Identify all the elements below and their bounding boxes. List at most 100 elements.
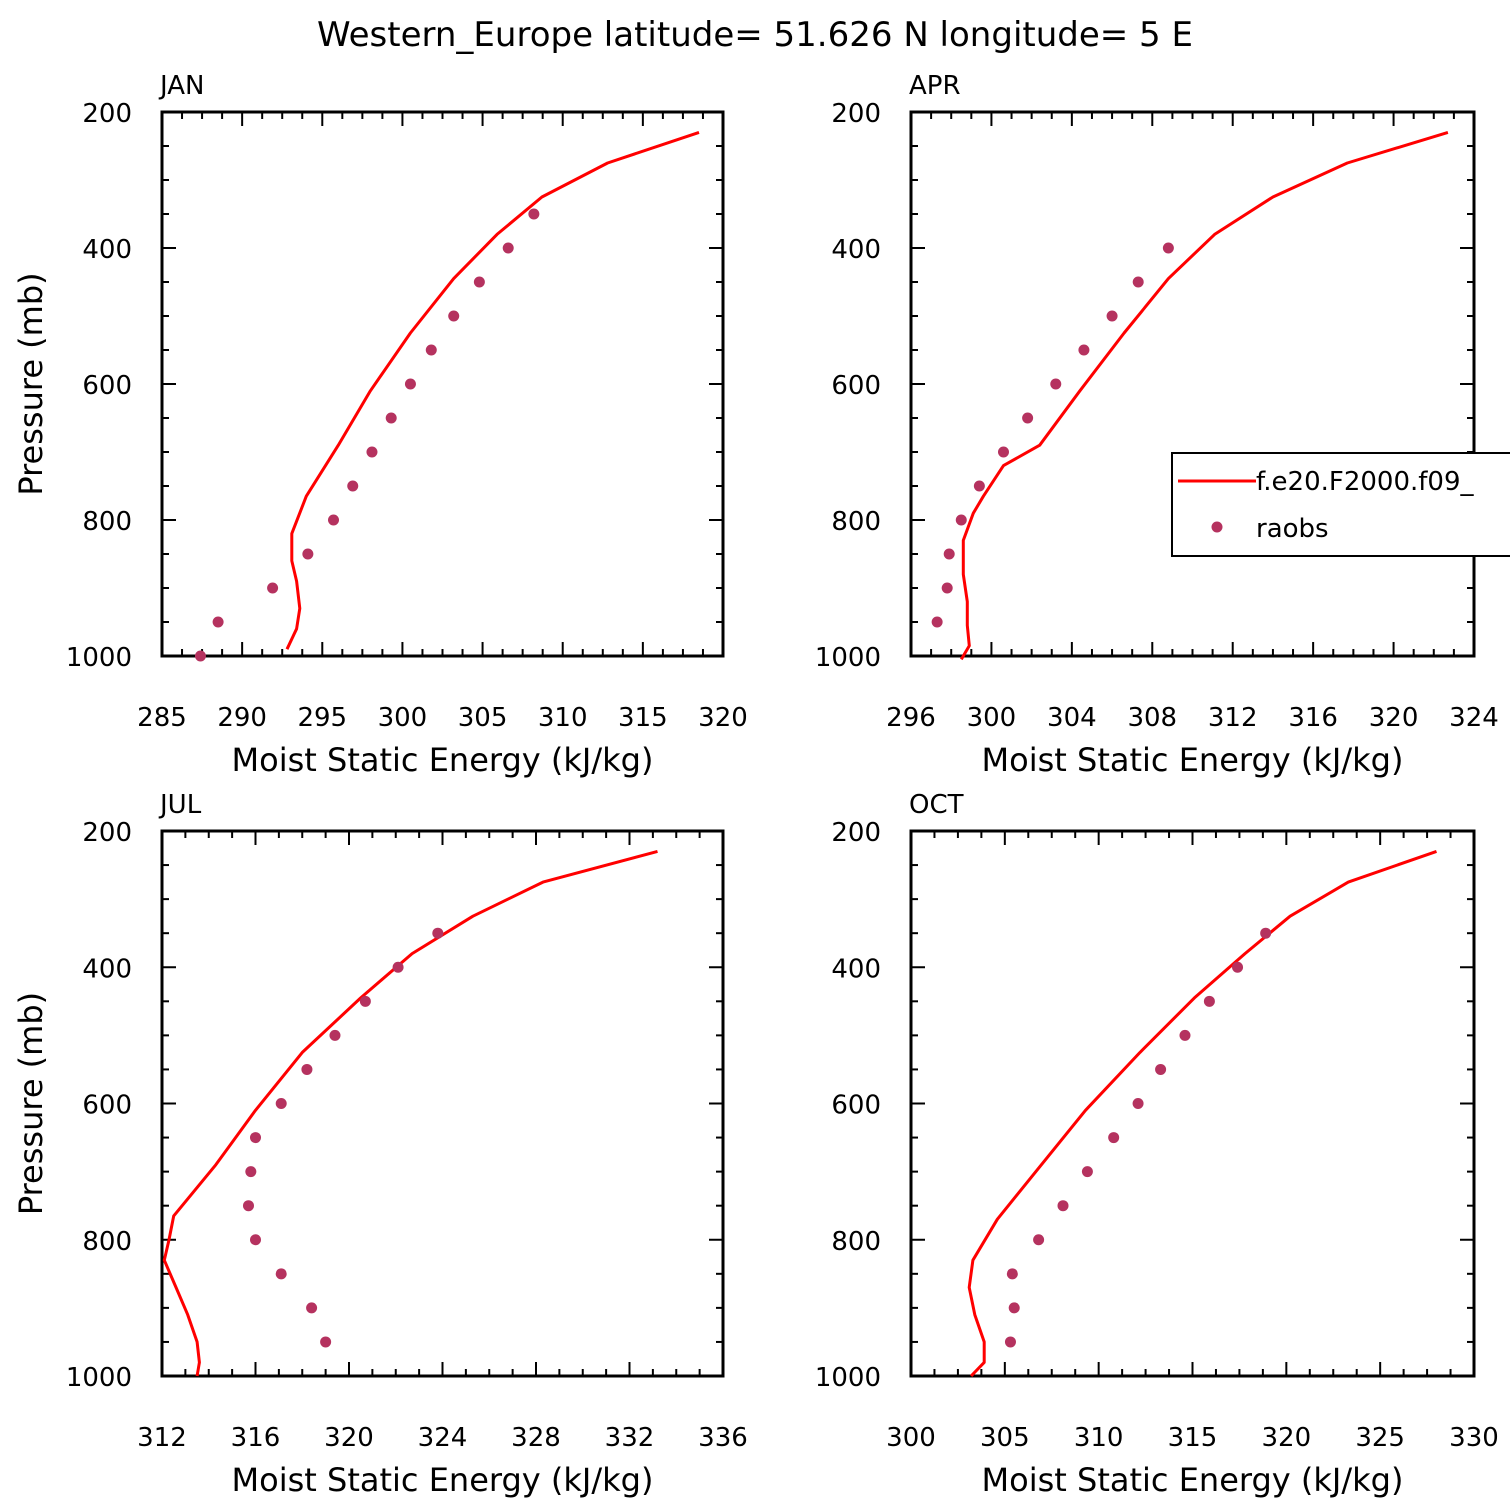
obs-point (955, 514, 967, 526)
x-tick-label: 305 (980, 1423, 1030, 1453)
y-tick-label: 800 (831, 1227, 881, 1257)
obs-point (931, 616, 943, 628)
obs-point (329, 1029, 341, 1041)
panels: 285 290 295 300 305 310 315 320 200 400 600 800 1000… (12, 71, 1510, 1499)
obs-point (385, 412, 397, 424)
obs-point (1203, 995, 1215, 1007)
obs-point (302, 548, 314, 560)
y-axis-label: Pressure (mb) (12, 272, 50, 495)
obs-point (320, 1336, 332, 1348)
y-tick-label: 400 (82, 235, 132, 265)
panel-oct: 300 305 310 315 320 325 330 200 400 600 800 1000 Moi… (815, 790, 1499, 1499)
obs-point (1155, 1063, 1167, 1075)
obs-point (1006, 1268, 1018, 1280)
obs-point (301, 1063, 313, 1075)
y-tick-label: 600 (82, 1091, 132, 1121)
obs-point (502, 242, 514, 254)
x-axis-label: Moist Static Energy (kJ/kg) (232, 1461, 654, 1499)
axes-frame (909, 829, 1476, 1378)
panel-jul: 312 316 320 324 328 332 336 200 400 600 800 1000 Moi… (12, 790, 748, 1499)
y-tick-label: 200 (82, 818, 132, 848)
x-axis-label: Moist Static Energy (kJ/kg) (982, 1461, 1404, 1499)
y-axis-label: Pressure (mb) (12, 992, 50, 1215)
x-tick-label: 296 (886, 703, 936, 733)
obs-point (1132, 276, 1144, 288)
x-tick-label: 324 (418, 1423, 468, 1453)
panel-title: OCT (909, 790, 964, 820)
y-tick-label: 800 (82, 507, 132, 537)
x-tick-label: 324 (1449, 703, 1499, 733)
panel-title: JUL (158, 790, 202, 820)
y-tick-label: 400 (831, 954, 881, 984)
obs-point (392, 961, 404, 973)
obs-point (306, 1302, 318, 1314)
obs-point (250, 1234, 261, 1246)
panel-title: APR (909, 71, 961, 101)
panel-title: JAN (158, 71, 204, 101)
obs-point (1132, 1098, 1144, 1109)
obs-point (997, 446, 1009, 458)
x-tick-label: 320 (1369, 703, 1419, 733)
x-tick-label: 285 (137, 703, 187, 733)
y-tick-label: 600 (831, 371, 881, 401)
obs-point (245, 1166, 257, 1178)
x-tick-label: 305 (458, 703, 508, 733)
legend-obs-label: raobs (1256, 514, 1329, 544)
x-tick-label: 312 (137, 1423, 187, 1453)
x-tick-label: 316 (231, 1423, 281, 1453)
panel-apr: 296 300 304 308 312 316 320 324 200 400 600 800 1000… (815, 71, 1510, 779)
obs-point (1232, 961, 1244, 973)
obs-point (943, 548, 955, 560)
y-tick-label: 200 (831, 99, 881, 129)
y-tick-label: 400 (82, 954, 132, 984)
legend-obs-swatch (1211, 521, 1223, 533)
y-tick-label: 1000 (66, 1363, 132, 1393)
model-line-series (285, 130, 700, 650)
x-tick-label: 300 (886, 1423, 936, 1453)
y-tick-label: 1000 (815, 643, 881, 673)
obs-point (1050, 378, 1062, 390)
obs-point (448, 310, 460, 322)
x-tick-label: 332 (605, 1423, 655, 1453)
y-tick-label: 200 (831, 818, 881, 848)
y-tick-label: 800 (82, 1227, 132, 1257)
obs-point (1008, 1302, 1020, 1314)
y-tick-label: 200 (82, 99, 132, 129)
x-tick-label: 300 (378, 703, 428, 733)
x-tick-label: 295 (297, 703, 347, 733)
obs-point (212, 616, 224, 628)
x-axis-label: Moist Static Energy (kJ/kg) (982, 741, 1404, 779)
x-tick-label: 310 (538, 703, 588, 733)
obs-point (432, 927, 444, 939)
obs-point (1108, 1132, 1120, 1144)
x-axis-label: Moist Static Energy (kJ/kg) (232, 741, 654, 779)
obs-point (1260, 927, 1272, 939)
y-tick-label: 600 (82, 371, 132, 401)
x-tick-label: 315 (618, 703, 668, 733)
obs-point (404, 378, 416, 390)
x-tick-label: 330 (1449, 1423, 1499, 1453)
y-tick-label: 600 (831, 1091, 881, 1121)
obs-point (473, 276, 485, 288)
model-line-series (162, 849, 658, 1377)
obs-point (347, 480, 359, 492)
obs-point (1179, 1029, 1191, 1041)
x-tick-label: 325 (1355, 1423, 1405, 1453)
obs-point (1057, 1200, 1069, 1212)
x-tick-label: 315 (1168, 1423, 1218, 1453)
x-tick-label: 310 (1074, 1423, 1124, 1453)
x-tick-label: 320 (1262, 1423, 1312, 1453)
obs-point (1004, 1336, 1016, 1348)
obs-point (275, 1098, 287, 1109)
model-line-series (960, 130, 1449, 661)
obs-point (275, 1268, 287, 1280)
obs-point (1081, 1166, 1093, 1178)
x-tick-label: 300 (967, 703, 1017, 733)
x-tick-label: 312 (1208, 703, 1258, 733)
obs-point (1106, 310, 1118, 322)
x-tick-label: 316 (1288, 703, 1338, 733)
axes-frame (909, 110, 1476, 658)
legend: f.e20.F2000.f09_raobs (1171, 452, 1510, 557)
x-tick-label: 320 (698, 703, 748, 733)
obs-point (366, 446, 378, 458)
